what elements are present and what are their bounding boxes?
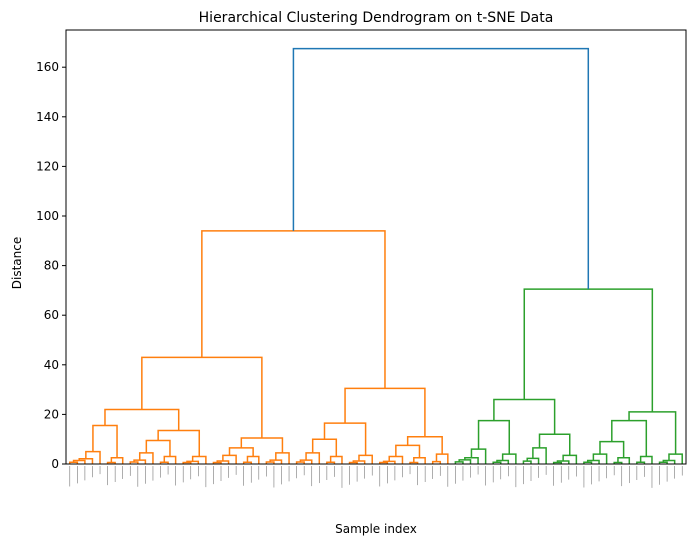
- dendrogram-link: [191, 455, 207, 464]
- dendrogram-link: [145, 439, 171, 457]
- dendrogram-link: [523, 288, 654, 412]
- dendrogram-link: [201, 230, 386, 389]
- dendrogram-links: [69, 47, 683, 464]
- chart-title: Hierarchical Clustering Dendrogram on t-…: [199, 10, 554, 26]
- dendrogram-link: [464, 457, 479, 464]
- y-tick-label: 80: [44, 259, 59, 273]
- dendrogram-link: [141, 356, 263, 438]
- dendrogram-link: [240, 437, 284, 453]
- dendrogram-link: [388, 455, 404, 464]
- dendrogram-link: [222, 454, 237, 464]
- dendrogram-link: [592, 453, 608, 464]
- plot-frame: [65, 29, 687, 465]
- dendrogram-link: [501, 453, 517, 464]
- dendrogram-link: [538, 433, 571, 456]
- dendrogram-link: [305, 452, 321, 464]
- dendrogram-link: [104, 408, 180, 431]
- dendrogram-link: [344, 387, 426, 437]
- y-tick-label: 100: [36, 209, 59, 223]
- dendrogram-link: [532, 447, 547, 464]
- dendrogram-link: [435, 453, 449, 464]
- y-tick-label: 160: [36, 60, 59, 74]
- dendrogram-link: [493, 398, 556, 435]
- dendrogram-link: [628, 411, 677, 455]
- leaf-labels: [69, 466, 683, 488]
- dendrogram-link: [562, 454, 578, 464]
- dendrogram-link: [454, 461, 464, 464]
- dendrogram-link: [668, 453, 683, 464]
- dendrogram-link: [157, 429, 201, 457]
- dendrogram-link: [458, 459, 472, 464]
- dendrogram-link: [311, 438, 338, 457]
- dendrogram-link: [78, 458, 94, 464]
- x-axis-label: Sample index: [335, 522, 417, 536]
- dendrogram-link: [92, 424, 118, 458]
- y-axis-label: Distance: [10, 237, 24, 289]
- dendrogram-link: [275, 452, 290, 464]
- dendrogram-link: [138, 452, 154, 464]
- dendrogram-link: [358, 454, 373, 464]
- dendrogram-link: [292, 47, 590, 290]
- y-axis-ticks: 0 20 40 60 80 100 120 140 160: [36, 60, 66, 471]
- dendrogram-link: [599, 440, 625, 458]
- y-tick-label: 40: [44, 358, 59, 372]
- y-tick-label: 120: [36, 159, 59, 173]
- y-tick-label: 140: [36, 110, 59, 124]
- y-tick-label: 60: [44, 308, 59, 322]
- dendrogram-link: [611, 419, 648, 457]
- y-tick-label: 0: [51, 457, 59, 471]
- y-tick-label: 20: [44, 407, 59, 421]
